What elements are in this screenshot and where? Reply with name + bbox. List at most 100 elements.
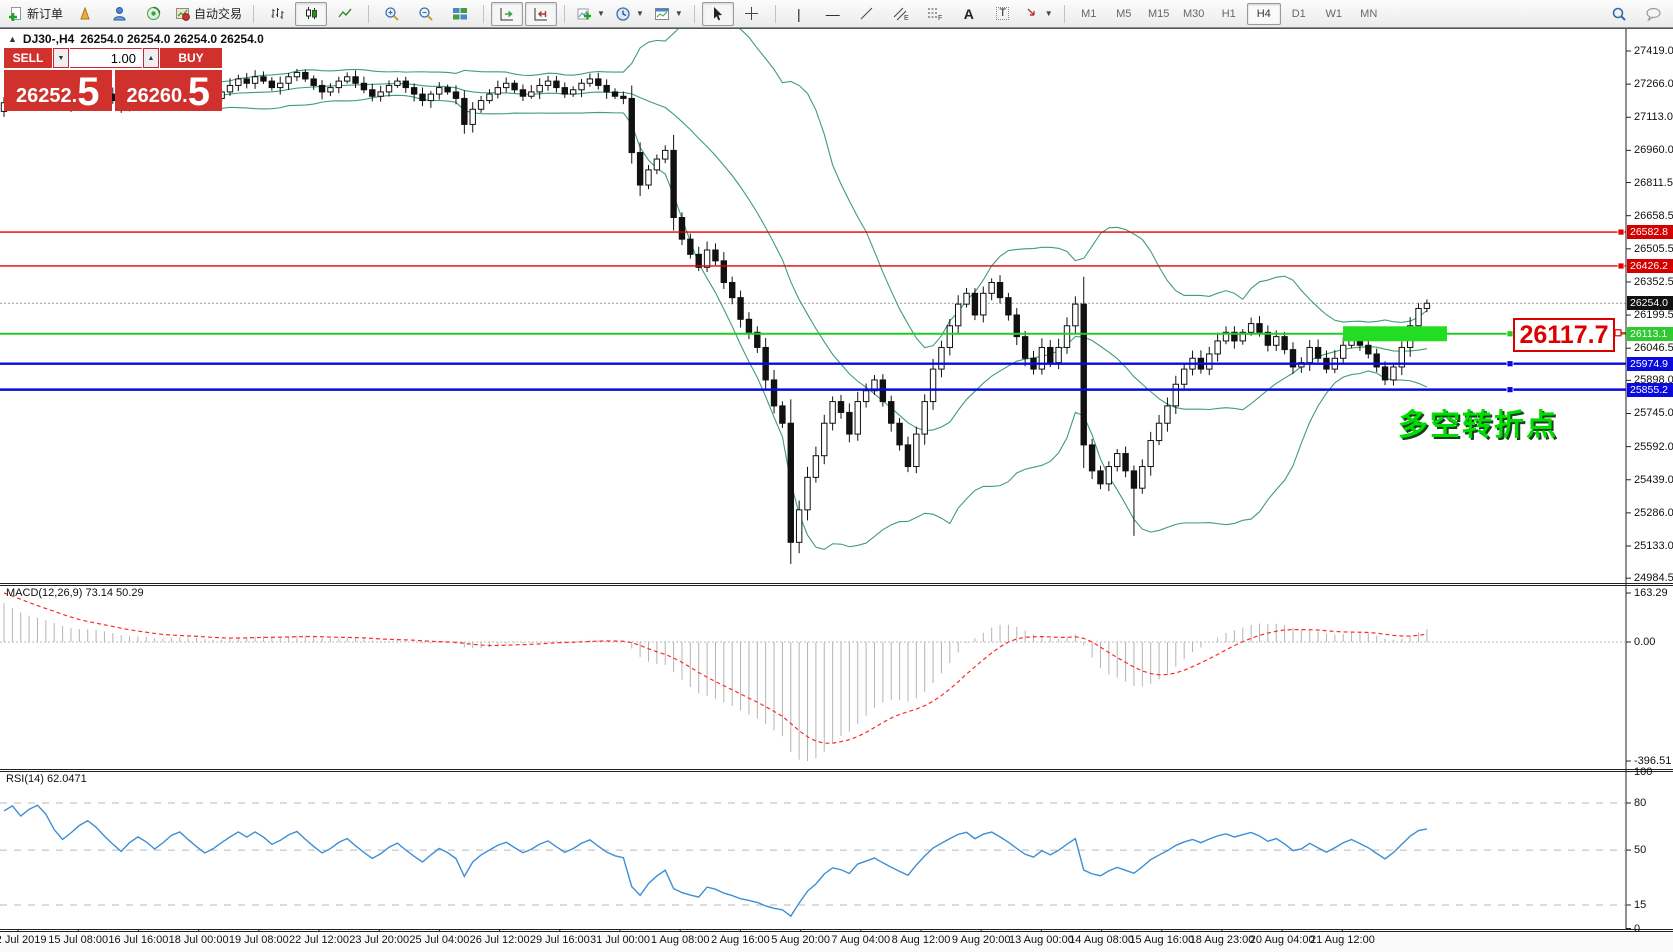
time-axis-strip (0, 932, 1673, 952)
search-icon (1612, 7, 1626, 21)
horizontal-line-tool-button[interactable]: — (817, 2, 849, 26)
timeframe-m15-button[interactable]: M15 (1148, 7, 1170, 20)
bull-bear-pivot-annotation[interactable]: 多空转折点 (1398, 409, 1558, 442)
candle-body (821, 422, 828, 457)
signal-button[interactable] (137, 2, 169, 26)
candle-body (812, 455, 820, 478)
periods-button[interactable]: ▼ (611, 2, 648, 26)
candle-body (1139, 466, 1146, 489)
price-axis-tick-label: 25286.0 (1634, 506, 1673, 519)
autotrade-button[interactable]: 自动交易 (171, 2, 246, 26)
candle-body (503, 82, 510, 89)
fibonacci-tool-button[interactable]: F (919, 2, 951, 26)
candle-body (1021, 336, 1029, 359)
chart-shift-button[interactable] (525, 1, 558, 26)
time-axis-label: 15 Aug 16:00 (1129, 934, 1195, 946)
candle-body (494, 87, 502, 95)
toolbar-separator (483, 4, 485, 23)
rsi-axis-tick-label: 50 (1634, 844, 1647, 857)
templates-button[interactable]: ▼ (650, 2, 687, 26)
rsi-axis-tick-label: 100 (1634, 765, 1653, 778)
community-button[interactable] (103, 2, 135, 26)
text-tool-button[interactable]: A (953, 2, 985, 26)
line-handle[interactable] (1617, 262, 1625, 270)
candle-body (1273, 336, 1280, 346)
candle-body (268, 80, 276, 89)
candle-body (662, 149, 669, 160)
crosshair-button[interactable] (736, 2, 768, 26)
candle-body (385, 84, 393, 93)
tile-windows-icon (453, 7, 468, 19)
line-handle[interactable] (1506, 360, 1514, 368)
zoom-in-button[interactable] (376, 2, 408, 26)
dropdown-caret-icon: ▼ (1044, 9, 1053, 18)
timeframe-h1-button[interactable]: H1 (1221, 7, 1236, 20)
auto-scroll-button[interactable] (491, 1, 524, 26)
candle-body (1172, 383, 1179, 407)
candle-body (896, 422, 903, 446)
line-handle[interactable] (1617, 228, 1625, 236)
candle-body (452, 91, 460, 99)
timeframe-w1-button[interactable]: W1 (1325, 7, 1342, 20)
market-watch-button[interactable] (69, 2, 101, 26)
candle-body (1373, 353, 1380, 368)
indicators-button[interactable]: ▼ (572, 2, 609, 26)
resistance-line-price-tag: 26426.2 (1627, 258, 1673, 273)
timeframe-mn-button[interactable]: MN (1360, 7, 1378, 20)
tile-windows-button[interactable] (444, 2, 476, 26)
support-line-price-tag: 25974.9 (1627, 356, 1673, 371)
volume-input[interactable] (70, 48, 142, 68)
collapse-icon[interactable]: ▲ (8, 34, 17, 44)
trendline-tool-button[interactable] (851, 2, 883, 26)
clock-icon (616, 6, 630, 21)
candlestick-mode-button[interactable] (295, 1, 328, 26)
autotrade-label: 自动交易 (194, 7, 243, 21)
time-axis-label: 12 Jul 2019 (0, 934, 47, 946)
volume-decrease-button[interactable]: ▼ (53, 48, 69, 68)
line-chart-mode-button[interactable] (329, 2, 361, 26)
search-button[interactable] (1603, 2, 1635, 26)
timeframe-h4-button[interactable]: H4 (1246, 2, 1281, 25)
candle-body (737, 297, 744, 320)
svg-text:E: E (904, 15, 909, 21)
candle-body (1013, 314, 1020, 338)
time-axis-label: 22 Jul 12:00 (289, 934, 349, 946)
sell-price-display[interactable]: 26252. 5 (4, 70, 112, 112)
text-label-tool-button[interactable]: T (987, 2, 1019, 26)
candle-body (293, 71, 301, 78)
line-handle[interactable] (1506, 386, 1514, 394)
timeframe-m5-button[interactable]: M5 (1116, 7, 1132, 20)
chat-button[interactable] (1637, 2, 1669, 26)
candle-body (419, 93, 426, 102)
timeframe-m1-button[interactable]: M1 (1081, 7, 1097, 20)
timeframe-d1-button[interactable]: D1 (1291, 7, 1306, 20)
time-axis-label: 18 Aug 23:00 (1189, 934, 1255, 946)
channel-tool-button[interactable]: E (885, 2, 917, 26)
candle-body (277, 82, 284, 89)
buy-button[interactable]: BUY (160, 48, 222, 68)
buy-price-display[interactable]: 26260. 5 (114, 70, 222, 112)
vertical-line-tool-button[interactable]: | (783, 2, 815, 26)
candle-body (628, 97, 635, 154)
sell-button[interactable]: SELL (4, 48, 52, 68)
candle-body (1055, 346, 1062, 364)
candle-body (703, 249, 711, 268)
arrows-tool-button[interactable]: ▼ (1021, 2, 1057, 26)
candle-body (595, 78, 602, 86)
volume-increase-button[interactable]: ▲ (143, 48, 159, 68)
pivot-highlight-rect[interactable] (1343, 326, 1447, 342)
time-axis-label: 26 Jul 12:00 (469, 934, 530, 946)
price-callout-label[interactable]: 26117.7 (1513, 318, 1615, 352)
candle-body (1072, 303, 1079, 327)
new-order-button[interactable]: 新订单 (4, 2, 67, 26)
bar-chart-mode-button[interactable] (261, 2, 293, 26)
time-axis-label: 19 Jul 08:00 (228, 934, 289, 946)
candle-body (938, 346, 945, 370)
timeframe-m30-button[interactable]: M30 (1183, 7, 1205, 20)
candle-body (1239, 331, 1246, 342)
macd-axis-tick-label: 163.29 (1634, 587, 1668, 599)
cursor-button[interactable] (701, 1, 734, 26)
zoom-out-button[interactable] (410, 2, 442, 26)
candle-body (795, 509, 803, 543)
